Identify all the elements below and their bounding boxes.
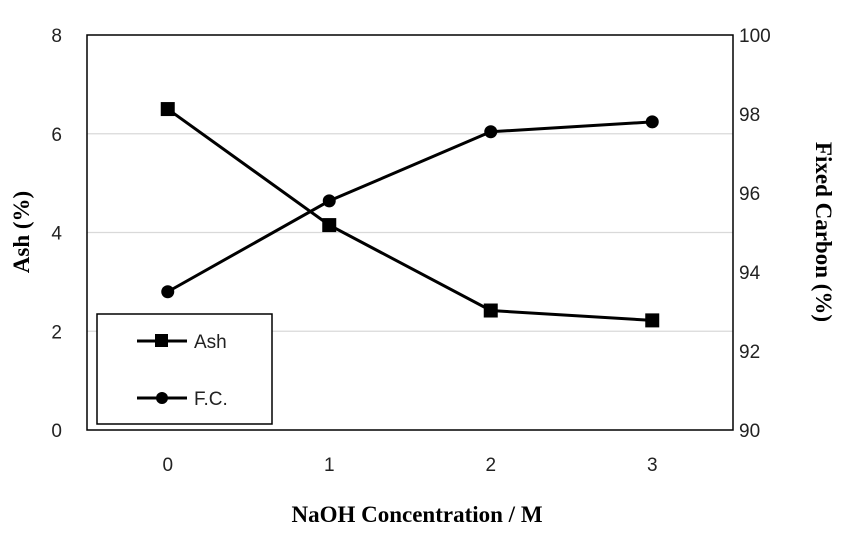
tick-labels: 0 2 4 6 8 90 92 94 96 98 100 0 1 2 3 — [51, 26, 770, 476]
y-right-tick-label: 92 — [739, 342, 760, 363]
y-left-tick-label: 2 — [51, 322, 62, 343]
y-right-tick-label: 100 — [739, 26, 771, 47]
legend-ash-label: Ash — [194, 332, 227, 353]
legend-fc-label: F.C. — [194, 389, 228, 410]
y-right-tick-label: 90 — [739, 421, 760, 442]
plot-frame — [86, 34, 734, 431]
y-left-tick-label: 4 — [51, 224, 62, 245]
gridlines — [87, 133, 733, 332]
y-right-tick-label: 98 — [739, 105, 760, 126]
data-point-ash — [160, 102, 175, 117]
data-point-ash — [322, 218, 337, 233]
x-tick-label: 0 — [162, 455, 173, 476]
data-point-fc — [322, 194, 336, 208]
data-point-ash — [645, 313, 660, 328]
y-axis-left-title: Ash (%) — [9, 191, 34, 273]
y-axis-right-title: Fixed Carbon (%) — [811, 142, 836, 322]
x-axis-title: NaOH Concentration / M — [291, 502, 542, 527]
x-tick-label: 3 — [647, 455, 658, 476]
y-right-tick-label: 96 — [739, 184, 760, 205]
data-point-ash — [483, 303, 498, 318]
legend-fc-marker — [156, 392, 168, 404]
x-tick-label: 1 — [324, 455, 335, 476]
legend: Ash F.C. — [96, 313, 273, 425]
data-point-fc — [484, 125, 498, 139]
y-right-tick-label: 94 — [739, 263, 761, 284]
series-line-ash — [166, 107, 653, 322]
data-point-fc — [645, 115, 659, 129]
series-layer — [160, 102, 660, 328]
legend-box — [96, 313, 273, 425]
y-left-tick-label: 6 — [51, 125, 62, 146]
x-tick-label: 2 — [485, 455, 496, 476]
y-left-tick-label: 8 — [51, 26, 62, 47]
data-point-fc — [161, 285, 175, 299]
y-left-tick-label: 0 — [51, 421, 62, 442]
series-line-fc — [167, 120, 653, 294]
legend-ash-marker — [155, 334, 168, 347]
